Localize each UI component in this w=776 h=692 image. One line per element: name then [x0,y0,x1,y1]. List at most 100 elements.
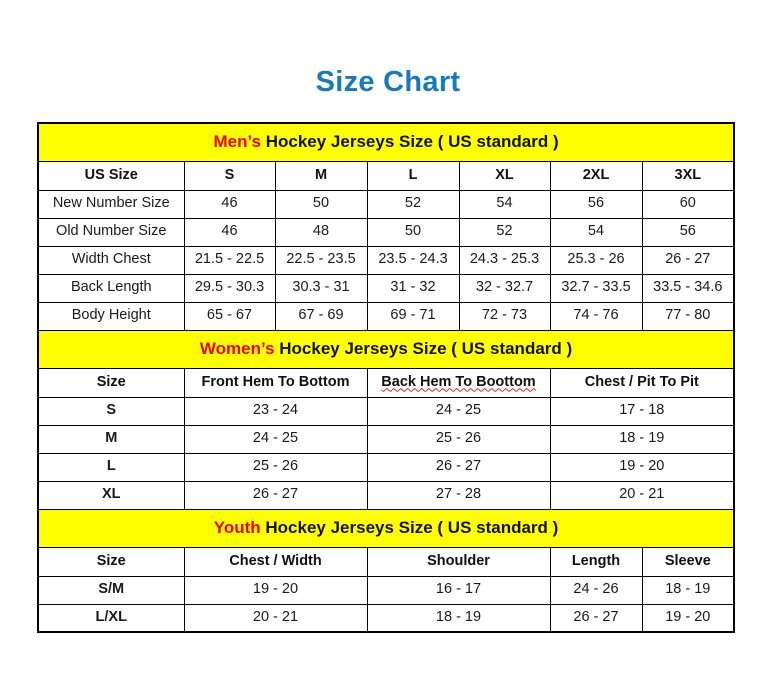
cell-youth-1-1: 18 - 19 [366,603,551,633]
cell-youth-0-3: 18 - 19 [641,575,735,605]
cell-youth-1-3: 19 - 20 [641,603,735,633]
cell-mens-0-0: 46 [183,189,276,219]
column-header-mens-4: XL [458,160,551,191]
row-label-mens-1: Old Number Size [37,217,185,247]
row-label-womens-2: L [37,452,185,482]
section-banner-rest-mens: Hockey Jerseys Size ( US standard ) [261,131,559,151]
cell-womens-1-0: 24 - 25 [183,424,368,454]
column-header-womens-1: Front Hem To Bottom [183,367,368,398]
section-header-row-youth: Size Chest / Width Shoulder Length Sleeve [37,546,735,577]
table-row: Width Chest 21.5 - 22.5 22.5 - 23.5 23.5 - … [37,245,735,275]
cell-mens-4-2: 69 - 71 [366,301,460,331]
cell-womens-2-0: 25 - 26 [183,452,368,482]
row-label-youth-1: L/XL [37,603,185,633]
table-row: S 23 - 24 24 - 25 17 - 18 [37,396,735,426]
section-banner-rest-womens: Hockey Jerseys Size ( US standard ) [274,338,573,358]
column-header-youth-0: Size [37,546,185,577]
cell-mens-1-0: 46 [183,217,276,247]
cell-mens-1-4: 54 [549,217,643,247]
cell-youth-0-0: 19 - 20 [183,575,368,605]
cell-mens-2-3: 24.3 - 25.3 [458,245,551,275]
column-header-womens-2: Back Hem To Boottom [366,367,551,398]
table-row: Back Length 29.5 - 30.3 30.3 - 31 31 - 32 32… [37,273,735,303]
cell-mens-2-1: 22.5 - 23.5 [274,245,368,275]
section-banner-accent-mens: Men’s [213,131,261,151]
table-row: M 24 - 25 25 - 26 18 - 19 [37,424,735,454]
cell-mens-1-3: 52 [458,217,551,247]
cell-mens-3-5: 33.5 - 34.6 [641,273,735,303]
column-header-mens-5: 2XL [549,160,643,191]
cell-womens-3-1: 27 - 28 [366,480,551,510]
cell-mens-4-0: 65 - 67 [183,301,276,331]
row-label-youth-0: S/M [37,575,185,605]
cell-mens-4-5: 77 - 80 [641,301,735,331]
section-banner-accent-youth: Youth [213,517,261,537]
cell-mens-3-0: 29.5 - 30.3 [183,273,276,303]
column-header-youth-3: Length [549,546,643,577]
cell-womens-2-1: 26 - 27 [366,452,551,482]
section-banner-womens: Women’s Hockey Jerseys Size ( US standar… [37,329,735,369]
column-header-mens-1: S [183,160,276,191]
row-label-womens-3: XL [37,480,185,510]
row-label-mens-4: Body Height [37,301,185,331]
page-title: Size Chart [315,66,461,98]
column-header-mens-6: 3XL [641,160,735,191]
section-banner-row-womens: Women’s Hockey Jerseys Size ( US standar… [37,329,735,369]
misspelled-text: Back Hem To Boottom [381,373,536,390]
section-banner-mens: Men’s Hockey Jerseys Size ( US standard … [37,122,735,162]
size-chart-table: Men’s Hockey Jerseys Size ( US standard … [37,122,736,633]
section-header-row-mens: US Size S M L XL 2XL 3XL [37,160,735,191]
cell-womens-1-1: 25 - 26 [366,424,551,454]
column-header-youth-1: Chest / Width [183,546,368,577]
table-row: L 25 - 26 26 - 27 19 - 20 [37,452,735,482]
table-row: L/XL 20 - 21 18 - 19 26 - 27 19 - 20 [37,603,735,633]
cell-mens-1-1: 48 [274,217,368,247]
cell-mens-4-1: 67 - 69 [274,301,368,331]
section-banner-row-youth: Youth Hockey Jerseys Size ( US standard … [37,508,735,548]
cell-mens-2-2: 23.5 - 24.3 [366,245,460,275]
column-header-mens-3: L [366,160,460,191]
column-header-mens-2: M [274,160,368,191]
cell-womens-3-0: 26 - 27 [183,480,368,510]
cell-mens-0-5: 60 [641,189,735,219]
table-row: XL 26 - 27 27 - 28 20 - 21 [37,480,735,510]
cell-mens-4-3: 72 - 73 [458,301,551,331]
cell-youth-1-2: 26 - 27 [549,603,643,633]
column-header-youth-2: Shoulder [366,546,551,577]
cell-mens-0-2: 52 [366,189,460,219]
table-row: S/M 19 - 20 16 - 17 24 - 26 18 - 19 [37,575,735,605]
cell-mens-1-5: 56 [641,217,735,247]
cell-mens-0-4: 56 [549,189,643,219]
row-label-mens-0: New Number Size [37,189,185,219]
cell-mens-0-1: 50 [274,189,368,219]
cell-womens-3-2: 20 - 21 [549,480,735,510]
cell-mens-2-0: 21.5 - 22.5 [183,245,276,275]
section-banner-rest-youth: Hockey Jerseys Size ( US standard ) [260,517,559,537]
cell-mens-1-2: 50 [366,217,460,247]
cell-mens-3-1: 30.3 - 31 [274,273,368,303]
section-banner-accent-womens: Women’s [199,338,275,358]
column-header-youth-4: Sleeve [641,546,735,577]
cell-womens-0-0: 23 - 24 [183,396,368,426]
row-label-womens-1: M [37,424,185,454]
cell-mens-2-4: 25.3 - 26 [549,245,643,275]
section-banner-row-mens: Men’s Hockey Jerseys Size ( US standard … [37,122,735,162]
table-row: Body Height 65 - 67 67 - 69 69 - 71 72 - 73 7… [37,301,735,331]
cell-womens-1-2: 18 - 19 [549,424,735,454]
cell-mens-0-3: 54 [458,189,551,219]
row-label-womens-0: S [37,396,185,426]
cell-mens-3-4: 32.7 - 33.5 [549,273,643,303]
column-header-womens-0: Size [37,367,185,398]
cell-womens-0-2: 17 - 18 [549,396,735,426]
cell-womens-2-2: 19 - 20 [549,452,735,482]
row-label-mens-2: Width Chest [37,245,185,275]
cell-mens-4-4: 74 - 76 [549,301,643,331]
size-chart-table-wrap: Men’s Hockey Jerseys Size ( US standard … [37,122,736,633]
section-header-row-womens: Size Front Hem To Bottom Back Hem To Boott… [37,367,735,398]
cell-youth-0-2: 24 - 26 [549,575,643,605]
section-banner-youth: Youth Hockey Jerseys Size ( US standard … [37,508,735,548]
row-label-mens-3: Back Length [37,273,185,303]
cell-youth-0-1: 16 - 17 [366,575,551,605]
cell-mens-3-2: 31 - 32 [366,273,460,303]
